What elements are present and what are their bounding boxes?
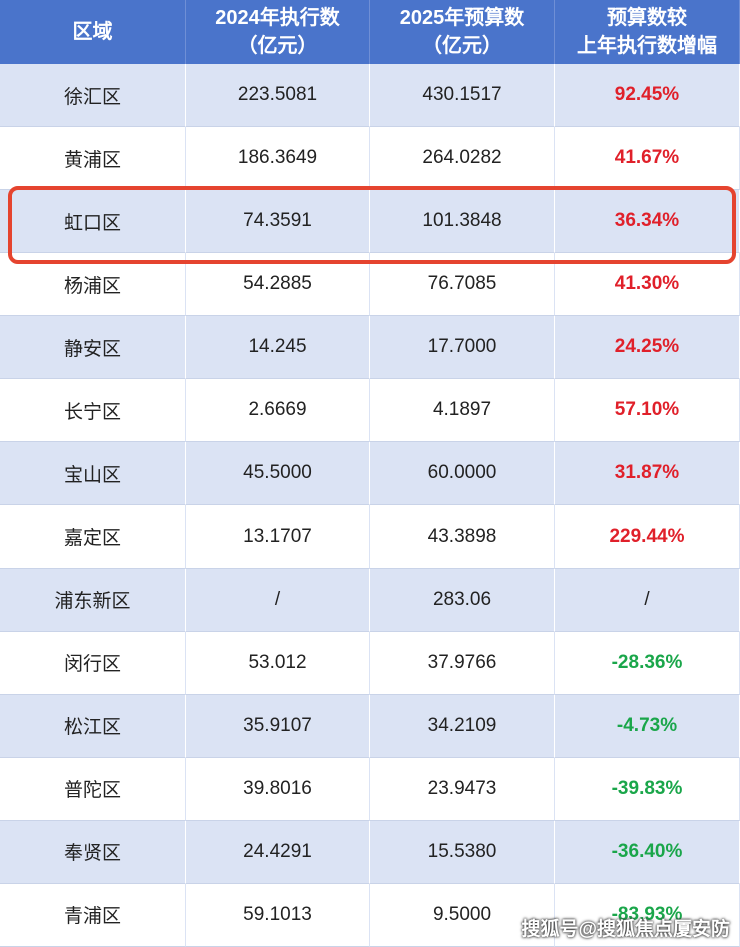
table-cell: 36.34% (555, 190, 740, 254)
table-cell: 59.1013 (186, 883, 370, 947)
table-cell: 2024年执行数 （亿元） (186, 0, 370, 64)
table-cell: 宝山区 (0, 442, 186, 506)
table-cell: 283.06 (370, 568, 555, 632)
table-cell: 嘉定区 (0, 505, 186, 569)
table-cell: 徐汇区 (0, 64, 186, 128)
table-cell: 15.5380 (370, 820, 555, 884)
table-cell: 9.5000 (370, 883, 555, 947)
table-cell: 静安区 (0, 316, 186, 380)
table-cell: 23.9473 (370, 757, 555, 821)
table-cell: / (555, 568, 740, 632)
table-cell: 虹口区 (0, 190, 186, 254)
table-cell: 24.4291 (186, 820, 370, 884)
table-cell: 186.3649 (186, 127, 370, 191)
table-cell: 101.3848 (370, 190, 555, 254)
table-cell: -83.93% (555, 883, 740, 947)
table-row: 嘉定区 13.1707 43.3898 229.44% (0, 505, 740, 569)
table-cell: 35.9107 (186, 694, 370, 758)
table-cell: 预算数较 上年执行数增幅 (555, 0, 740, 64)
table-cell: 92.45% (555, 64, 740, 128)
table-row: 虹口区 74.3591 101.3848 36.34% (0, 190, 740, 254)
table-row: 闵行区 53.012 37.9766 -28.36% (0, 631, 740, 695)
table-cell: -39.83% (555, 757, 740, 821)
table-cell: 区域 (0, 0, 186, 64)
table-row: 普陀区 39.8016 23.9473 -39.83% (0, 757, 740, 821)
table-cell: 长宁区 (0, 379, 186, 443)
table-cell: 41.67% (555, 127, 740, 191)
table-row: 奉贤区 24.4291 15.5380 -36.40% (0, 820, 740, 884)
table-row: 长宁区 2.6669 4.1897 57.10% (0, 379, 740, 443)
table-cell: -36.40% (555, 820, 740, 884)
table-cell: 74.3591 (186, 190, 370, 254)
table-cell: 浦东新区 (0, 568, 186, 632)
highlight-box (8, 186, 736, 265)
table-cell: 43.3898 (370, 505, 555, 569)
table-cell: 53.012 (186, 631, 370, 695)
table-cell: 奉贤区 (0, 820, 186, 884)
table-cell: 松江区 (0, 694, 186, 758)
table-row: 宝山区 45.5000 60.0000 31.87% (0, 442, 740, 506)
table-cell: 青浦区 (0, 883, 186, 947)
table-cell: 31.87% (555, 442, 740, 506)
table-cell: 黄浦区 (0, 127, 186, 191)
table-cell: 264.0282 (370, 127, 555, 191)
table-cell: 430.1517 (370, 64, 555, 128)
table-cell: 24.25% (555, 316, 740, 380)
table-row: 浦东新区/283.06/ (0, 568, 740, 632)
table-cell: 223.5081 (186, 64, 370, 128)
table-cell: 2.6669 (186, 379, 370, 443)
table-cell: / (186, 568, 370, 632)
table-cell: -28.36% (555, 631, 740, 695)
table-row: 徐汇区 223.5081 430.1517 92.45% (0, 64, 740, 128)
table-header: 区域 2024年执行数 （亿元） 2025年预算数 （亿元） 预算数较 上年执行数增幅 (0, 0, 740, 64)
table-row: 静安区 14.245 17.7000 24.25% (0, 316, 740, 380)
table-cell: 闵行区 (0, 631, 186, 695)
table-row: 黄浦区 186.3649 264.0282 41.67% (0, 127, 740, 191)
watermark: 搜狐号@搜狐焦点厦安防 (521, 919, 730, 940)
table-cell: 45.5000 (186, 442, 370, 506)
table-cell: 37.9766 (370, 631, 555, 695)
table-cell: 普陀区 (0, 757, 186, 821)
table-row: 青浦区 59.1013 9.5000 -83.93% (0, 883, 740, 947)
table-cell: 4.1897 (370, 379, 555, 443)
table-cell: 39.8016 (186, 757, 370, 821)
table-cell: 14.245 (186, 316, 370, 380)
table-row: 松江区 35.9107 34.2109 -4.73% (0, 694, 740, 758)
table-cell: 2025年预算数 （亿元） (370, 0, 555, 64)
table-cell: 34.2109 (370, 694, 555, 758)
table-cell: -4.73% (555, 694, 740, 758)
table-cell: 13.1707 (186, 505, 370, 569)
table-cell: 60.0000 (370, 442, 555, 506)
table-cell: 57.10% (555, 379, 740, 443)
table-cell: 229.44% (555, 505, 740, 569)
table-cell: 17.7000 (370, 316, 555, 380)
